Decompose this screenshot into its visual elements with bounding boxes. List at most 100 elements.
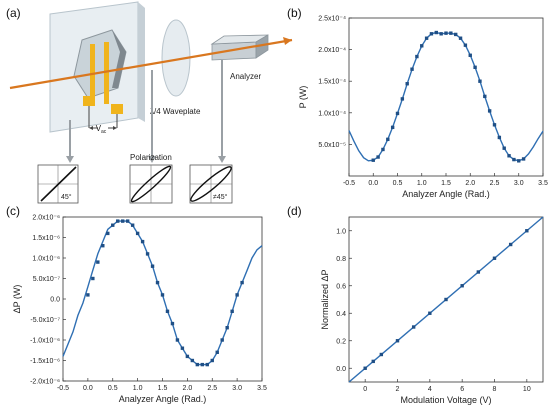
polarization-box-middle [129, 164, 173, 204]
data-point [405, 82, 409, 86]
x-tick-label: 3.5 [538, 180, 548, 187]
data-point [521, 157, 526, 161]
data-point [155, 280, 160, 285]
data-point [125, 219, 130, 223]
data-point [386, 137, 390, 142]
svg-text:≠45°: ≠45° [213, 193, 228, 201]
data-point [215, 350, 219, 354]
data-point [230, 309, 234, 313]
panel-b-label: (b) [287, 6, 302, 20]
fit-line [348, 31, 544, 162]
data-point [200, 362, 204, 367]
data-point [460, 284, 464, 288]
y-tick-label: 1.0x10⁻⁶ [32, 256, 60, 263]
x-tick-label: 2 [396, 386, 400, 393]
data-point [497, 135, 502, 140]
data-point [463, 43, 468, 47]
data-point [400, 97, 405, 101]
y-tick-label: 2.0x10⁻⁴ [318, 47, 346, 54]
data-point [444, 297, 448, 302]
data-point [478, 79, 482, 83]
data-point [411, 325, 416, 329]
data-point [395, 111, 400, 116]
fit-line [62, 220, 263, 366]
data-point [376, 155, 380, 159]
data-point [371, 359, 375, 364]
waveplate-label: λ/4 Waveplate [150, 107, 201, 116]
electrode-left [90, 44, 95, 100]
data-point [483, 94, 487, 99]
data-point [205, 362, 209, 367]
y-tick-label: 0.0 [50, 297, 60, 304]
data-point [160, 293, 165, 297]
y-tick-label: -2.0x10⁻⁶ [30, 379, 60, 386]
data-point [517, 159, 521, 163]
plot-frame [348, 17, 544, 177]
data-point [379, 352, 384, 357]
data-point [428, 311, 432, 315]
data-point [449, 31, 453, 35]
data-point [473, 65, 477, 69]
data-point [454, 32, 458, 37]
data-point [395, 339, 400, 343]
data-point [225, 326, 229, 330]
data-point [106, 231, 110, 236]
laser-arrowhead [283, 37, 292, 45]
x-tick-label: 2.5 [207, 385, 217, 392]
data-point [145, 252, 150, 256]
panel-a-label: (a) [6, 6, 21, 20]
x-tick-label: 10 [523, 386, 531, 393]
data-point [439, 32, 443, 36]
data-point [390, 125, 395, 130]
data-point [492, 256, 497, 260]
data-point [424, 36, 429, 40]
y-tick-label: -5.0x10⁻⁷ [30, 317, 60, 324]
y-axis-label: P (W) [298, 86, 308, 109]
data-point [512, 157, 516, 162]
y-tick-label: 5.0x10⁻⁵ [318, 142, 346, 149]
x-tick-label: 0.0 [83, 385, 93, 392]
y-tick-label: 0.4 [336, 311, 346, 318]
data-point [135, 231, 140, 236]
plot-frame [348, 216, 544, 383]
x-tick-label: 3.5 [257, 385, 267, 392]
data-point [190, 358, 195, 363]
pad-left [83, 96, 95, 106]
y-tick-label: -1.0x10⁻⁶ [30, 338, 60, 345]
data-point [140, 239, 145, 244]
data-point [91, 276, 95, 281]
data-point [363, 366, 367, 370]
panel-d-label: (d) [287, 204, 302, 218]
y-tick-label: 0.0 [336, 366, 346, 373]
panel-a-illustration: Vac λ/4 Waveplate Analyzer Polarization [9, 1, 293, 204]
data-point [101, 244, 105, 248]
data-point [150, 264, 155, 268]
x-tick-label: 4 [428, 386, 432, 393]
y-tick-label: 0.8 [336, 256, 346, 263]
x-tick-label: 1.5 [441, 180, 451, 187]
data-point [525, 229, 529, 233]
data-point [116, 219, 120, 223]
y-tick-label: -1.5x10⁻⁶ [30, 358, 60, 365]
substrate-edge [138, 2, 145, 122]
x-axis-label: Analyzer Angle (Rad.) [402, 189, 490, 199]
data-point [121, 219, 125, 223]
electrode-right [104, 42, 109, 104]
x-tick-label: 1.0 [133, 385, 143, 392]
x-tick-label: -0.5 [57, 385, 69, 392]
panel-c-label: (c) [6, 204, 20, 218]
data-point [220, 338, 224, 342]
laser-beam [9, 38, 293, 90]
x-tick-label: -0.5 [343, 180, 355, 187]
data-point [429, 32, 434, 36]
data-point [487, 109, 492, 113]
data-point [175, 338, 180, 342]
data-point [434, 30, 438, 35]
data-point [492, 123, 497, 127]
data-point [507, 154, 511, 158]
y-axis-label: Normalized ΔP [320, 269, 330, 329]
svg-text:45°: 45° [61, 193, 72, 201]
x-tick-label: 2.0 [183, 385, 193, 392]
data-point [86, 293, 90, 297]
